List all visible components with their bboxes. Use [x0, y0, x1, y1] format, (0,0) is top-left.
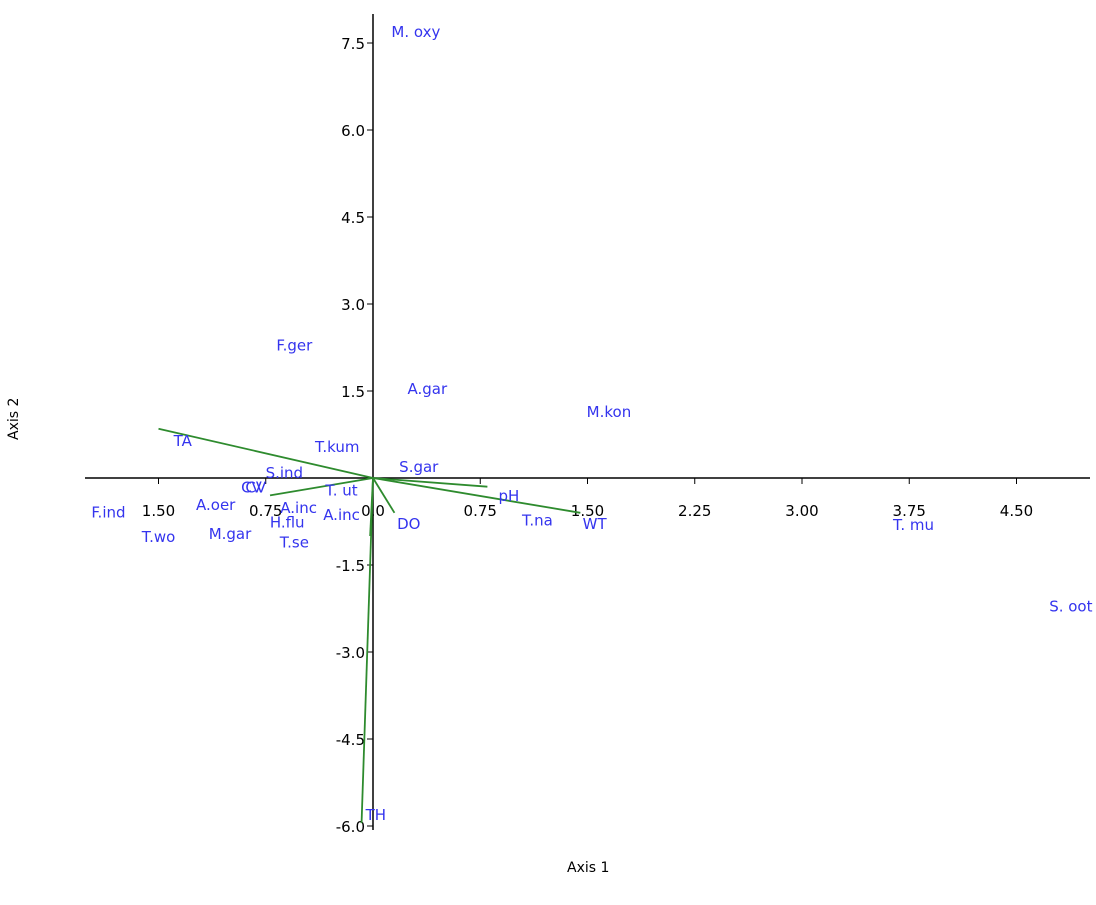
vector-line: [269, 477, 374, 497]
species-point-label: A.gar: [408, 380, 448, 398]
species-point-label: S.ind: [266, 464, 304, 482]
y-tick-label: -1.5: [336, 557, 365, 575]
species-point-label: F.ger: [276, 336, 313, 354]
vector-label: TH: [365, 806, 386, 824]
species-point-label: T.kum: [314, 438, 360, 456]
species-point-label: S.gar: [399, 458, 439, 476]
axes: 1.50 0.75 0.0 0.75 1.50 2.25 3.00 3.75 4.50 7.5 6.…: [85, 14, 1090, 836]
x-tick-label: 0.0: [361, 502, 385, 520]
vector-label: TA: [173, 432, 193, 450]
species-point-label: M.kon: [587, 403, 632, 421]
vector-line: [372, 477, 488, 488]
vector-label: DO: [397, 515, 420, 533]
x-tick-label: 1.50: [142, 502, 175, 520]
point-labels: TA pH WT DO CV TH M. oxy F.ger A.gar M.kon T.kum S.…: [91, 23, 1092, 824]
x-tick-label: 1.50: [571, 502, 604, 520]
vector-line: [372, 477, 396, 514]
species-point-label: A.inc: [323, 506, 360, 524]
species-point-label: T.se: [279, 534, 309, 552]
x-axis-title: Axis 1: [567, 860, 610, 876]
y-tick-label: -6.0: [336, 818, 365, 836]
x-tick-label: 3.75: [893, 502, 926, 520]
species-point-label: M.gar: [209, 525, 252, 543]
species-point-label: T.na: [521, 512, 553, 530]
species-point-label: F.ind: [91, 503, 125, 521]
y-tick-label: 4.5: [341, 209, 365, 227]
environmental-vectors: [158, 427, 581, 824]
y-tick-label: 7.5: [341, 35, 365, 53]
y-tick-label: 1.5: [341, 383, 365, 401]
species-point-label: M. oxy: [391, 23, 440, 41]
vector-line: [372, 477, 581, 514]
x-tick-label: 0.75: [249, 502, 282, 520]
y-tick-label: 3.0: [341, 296, 365, 314]
species-point-label: CV: [245, 479, 266, 497]
x-tick-label: 0.75: [464, 502, 497, 520]
vector-line: [369, 477, 374, 537]
y-axis-title: Axis 2: [6, 397, 22, 440]
y-tick-label: -4.5: [336, 731, 365, 749]
vector-label: CV: [241, 479, 262, 497]
species-point-label: A.inc: [280, 499, 317, 517]
species-point-label: T. mu: [892, 516, 934, 534]
x-tick-label: 3.00: [785, 502, 818, 520]
vector-line: [158, 427, 374, 479]
vector-label: pH: [498, 487, 519, 505]
y-tick-label: -3.0: [336, 644, 365, 662]
species-point-label: S. oot: [1049, 597, 1092, 615]
x-tick-label: 2.25: [678, 502, 711, 520]
vector-label: WT: [583, 515, 608, 533]
x-tick-label: 4.50: [1000, 502, 1033, 520]
species-point-label: T. ut: [324, 481, 357, 499]
y-tick-label: 6.0: [341, 122, 365, 140]
species-point-label: A.oer: [196, 496, 236, 514]
species-point-label: H.flu: [270, 513, 305, 531]
species-point-label: T.wo: [141, 528, 176, 546]
vector-line: [360, 477, 374, 824]
